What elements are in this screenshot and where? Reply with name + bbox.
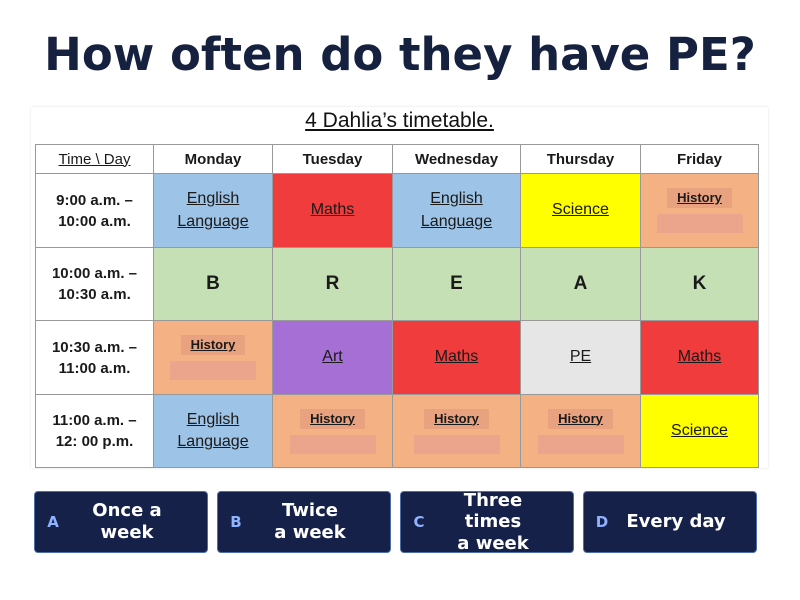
- answer-blank: [537, 434, 624, 454]
- timetable: 4 Dahlia’s timetable. Time \ Day Monday Tu…: [31, 107, 768, 468]
- lesson-cell: A: [521, 248, 641, 321]
- header-cell: Time \ Day: [36, 145, 154, 174]
- answer-option[interactable]: D Every day: [583, 491, 757, 553]
- lesson-cell: Maths: [641, 321, 759, 395]
- answer-blank: [656, 214, 743, 233]
- timetable-grid: Time \ Day Monday Tuesday Wednesday Thursday…: [35, 144, 759, 468]
- time-cell: 10:00 a.m. – 10:30 a.m.: [36, 248, 154, 321]
- option-letter: C: [413, 513, 425, 531]
- lesson-cell: English Language: [393, 174, 521, 248]
- answer-blank: [413, 434, 500, 454]
- lesson-cell: R: [273, 248, 393, 321]
- lesson-cell: English Language: [154, 395, 273, 468]
- options: A Once a week B Twice a week C Three times a …: [34, 489, 757, 554]
- lesson-tag: History: [300, 408, 365, 429]
- time-cell: 9:00 a.m. – 10:00 a.m.: [36, 174, 154, 248]
- lesson-cell: History: [393, 395, 521, 468]
- lesson-cell: PE: [521, 321, 641, 395]
- lesson-cell: Science: [521, 174, 641, 248]
- header-cell: Monday: [154, 145, 273, 174]
- lesson-cell: History: [154, 321, 273, 395]
- lesson-tag: History: [180, 335, 246, 355]
- lesson-tag: History: [667, 188, 732, 208]
- option-text: Every day: [626, 511, 726, 533]
- lesson-cell: Art: [273, 321, 393, 395]
- option-text: Once a week: [92, 500, 162, 543]
- lesson-tag: History: [548, 408, 613, 429]
- header-cell: Tuesday: [273, 145, 393, 174]
- lesson-cell: K: [641, 248, 759, 321]
- lesson-cell: Science: [641, 395, 759, 468]
- option-letter: A: [47, 513, 59, 531]
- lesson-cell: Maths: [273, 174, 393, 248]
- lesson-cell: History: [641, 174, 759, 248]
- lesson-cell: Maths: [393, 321, 521, 395]
- header-cell: Wednesday: [393, 145, 521, 174]
- option-letter: B: [230, 513, 242, 531]
- answer-option[interactable]: C Three times a week: [400, 489, 574, 554]
- answer-blank: [170, 361, 256, 380]
- timetable-title: 4 Dahlia’s timetable.: [305, 109, 494, 132]
- lesson-tag: History: [424, 408, 489, 429]
- time-cell: 11:00 a.m. – 12: 00 p.m.: [36, 395, 154, 468]
- question: How often do they have PE?: [44, 28, 756, 81]
- header-cell: Friday: [641, 145, 759, 174]
- answer-option[interactable]: A Once a week: [34, 491, 208, 553]
- lesson-cell: English Language: [154, 174, 273, 248]
- lesson-cell: E: [393, 248, 521, 321]
- option-letter: D: [595, 513, 609, 531]
- answer-blank: [289, 434, 376, 454]
- option-text: Three times a week: [457, 489, 529, 554]
- option-text: Twice a week: [274, 500, 346, 543]
- answer-option[interactable]: B Twice a week: [217, 491, 391, 553]
- time-cell: 10:30 a.m. – 11:00 a.m.: [36, 321, 154, 395]
- lesson-cell: History: [273, 395, 393, 468]
- lesson-cell: History: [521, 395, 641, 468]
- lesson-cell: B: [154, 248, 273, 321]
- header-cell: Thursday: [521, 145, 641, 174]
